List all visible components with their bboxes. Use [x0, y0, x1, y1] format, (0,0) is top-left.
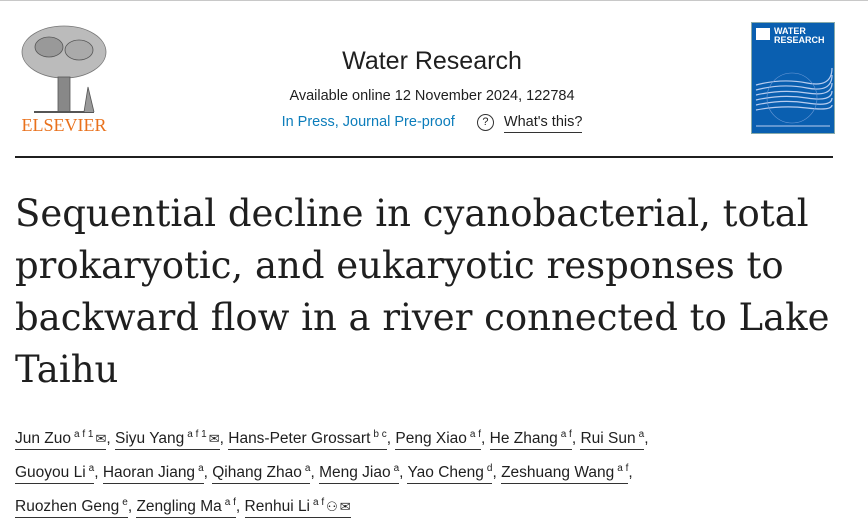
author-name: Meng Jiao — [319, 464, 391, 482]
author-name: Zeshuang Wang — [501, 464, 615, 482]
author-affiliation: e — [122, 497, 128, 509]
author-affiliation: a f — [560, 429, 572, 440]
journal-title[interactable]: Water Research — [342, 47, 522, 75]
separator: , — [94, 464, 103, 482]
author-link[interactable]: Qihang Zhao a — [212, 463, 311, 485]
author-name: Hans-Peter Grossart — [228, 430, 371, 448]
author-name: Haoran Jiang — [102, 464, 196, 482]
email-icon: ✉ — [95, 431, 107, 447]
separator: , — [492, 464, 502, 482]
separator: , — [219, 430, 229, 448]
author-affiliation: a — [304, 463, 311, 475]
author-link[interactable]: Zengling Ma a f — [136, 497, 236, 519]
author-affiliation: a — [638, 429, 645, 440]
author-link[interactable]: Rui Sun a — [580, 429, 645, 451]
author-affiliation: a — [198, 463, 204, 475]
separator: , — [203, 464, 213, 482]
author-affiliation: a f — [313, 497, 325, 509]
journal-cover[interactable]: WATER RESEARCH — [751, 22, 835, 134]
whats-this-link[interactable]: What's this? — [503, 114, 583, 133]
separator: , — [644, 430, 649, 448]
cover-title: WATER RESEARCH — [774, 26, 825, 45]
author-affiliation: a — [88, 463, 95, 475]
separator: , — [106, 430, 116, 448]
help-icon[interactable]: ? — [476, 114, 494, 131]
author-name: Yao Cheng — [407, 464, 484, 482]
email-icon: ✉ — [339, 499, 351, 515]
separator: , — [399, 464, 408, 482]
article-status: In Press, Journal Pre-proof ? What's thi… — [200, 114, 664, 133]
header-divider — [15, 156, 833, 158]
author-affiliation: a — [393, 463, 400, 475]
author-link[interactable]: Meng Jiao a — [319, 463, 400, 485]
author-list: Jun Zuo a f 1 ✉, Siyu Yang a f 1 ✉, Hans-Pet… — [15, 420, 855, 522]
author-link[interactable]: Ruozhen Geng e — [15, 497, 128, 519]
author-name: Siyu Yang — [115, 430, 185, 448]
author-name: Jun Zuo — [15, 430, 72, 448]
author-affiliation: a f 1 — [187, 429, 207, 440]
author-affiliation: d — [486, 463, 493, 475]
availability-info: Available online 12 November 2024, 12278… — [289, 88, 575, 104]
elsevier-wordmark: ELSEVIER — [21, 115, 107, 135]
author-name: Qihang Zhao — [212, 464, 302, 482]
author-link[interactable]: Zeshuang Wang a f — [501, 463, 629, 485]
author-affiliation: a f 1 — [74, 429, 94, 440]
author-name: Rui Sun — [580, 430, 636, 448]
author-link[interactable]: Yao Cheng d — [407, 463, 493, 485]
cover-wave-icon — [755, 67, 833, 127]
author-link[interactable]: Haoran Jiang a — [102, 463, 204, 485]
author-name: He Zhang — [489, 430, 558, 448]
iwa-logo-icon — [756, 28, 770, 40]
author-name: Ruozhen Geng — [15, 498, 120, 516]
author-link[interactable]: Renhui Li a f ⚇ ✉ — [244, 497, 351, 519]
person-icon: ⚇ — [326, 499, 338, 515]
author-name: Guoyou Li — [15, 464, 86, 482]
author-link[interactable]: He Zhang a f — [489, 429, 572, 451]
author-link[interactable]: Hans-Peter Grossart b c — [228, 429, 387, 451]
author-link[interactable]: Siyu Yang a f 1 ✉ — [115, 429, 220, 451]
separator: , — [481, 430, 490, 448]
author-affiliation: a f — [617, 463, 629, 475]
author-link[interactable]: Peng Xiao a f — [395, 429, 482, 451]
separator: , — [235, 498, 245, 516]
separator: , — [628, 464, 633, 482]
author-name: Renhui Li — [244, 498, 311, 516]
author-affiliation: b c — [373, 429, 387, 440]
separator: , — [127, 498, 137, 516]
email-icon: ✉ — [208, 431, 220, 447]
elsevier-logo[interactable]: ELSEVIER — [14, 22, 114, 136]
elsevier-tree-icon — [21, 25, 107, 113]
author-affiliation: a f — [224, 497, 236, 509]
status-link[interactable]: In Press, Journal Pre-proof — [281, 114, 455, 130]
author-link[interactable]: Guoyou Li a — [15, 463, 95, 485]
author-affiliation: a f — [469, 429, 482, 440]
separator: , — [571, 430, 581, 448]
separator: , — [310, 464, 320, 482]
author-name: Peng Xiao — [395, 430, 467, 448]
top-border — [0, 0, 868, 1]
author-name: Zengling Ma — [136, 498, 222, 516]
separator: , — [386, 430, 396, 448]
author-link[interactable]: Jun Zuo a f 1 ✉ — [15, 429, 107, 451]
article-title: Sequential decline in cyanobacterial, to… — [15, 192, 830, 391]
